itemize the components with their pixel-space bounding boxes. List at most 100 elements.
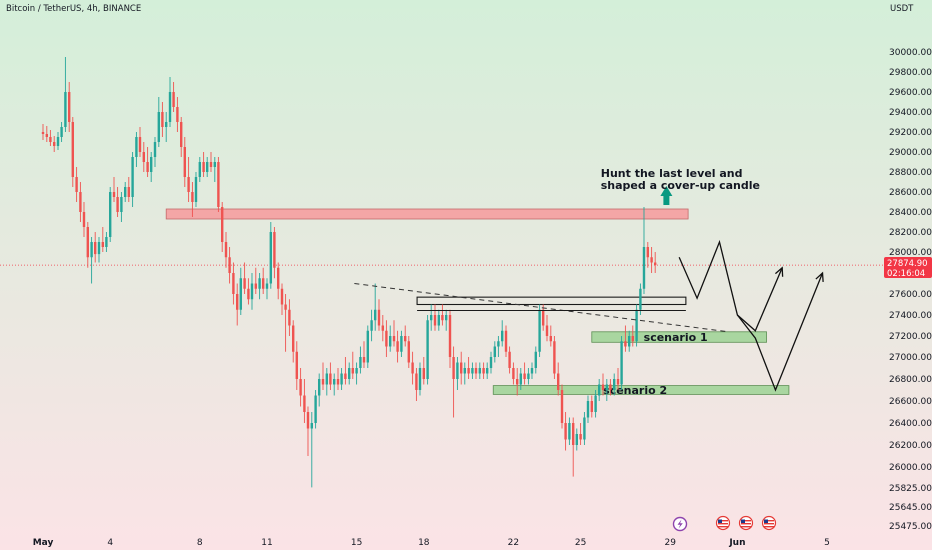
candle-body xyxy=(624,341,627,347)
candle-body xyxy=(642,247,646,289)
candle-body xyxy=(493,346,497,357)
candle-body xyxy=(463,368,466,374)
candle-body xyxy=(433,315,437,326)
annotation-text: shaped a cover-up candle xyxy=(601,179,760,192)
candle-body xyxy=(400,336,403,352)
price-axis[interactable]: 30000.00 29800.00 29600.00 29400.00 29200.00… xyxy=(889,48,932,532)
candle-body xyxy=(601,384,605,390)
last-price-badge: 27874.90 02:16:04 xyxy=(884,257,932,279)
candle-body xyxy=(575,434,578,445)
candle-body xyxy=(620,341,623,385)
candle-body xyxy=(329,373,332,385)
candle-body xyxy=(456,362,459,379)
candle-body xyxy=(628,336,631,347)
candle-body xyxy=(616,379,620,385)
candle-body xyxy=(445,315,448,321)
candle-body xyxy=(392,336,396,342)
candle-body xyxy=(273,232,276,268)
candle-body xyxy=(333,379,336,385)
scenario-2-zone xyxy=(492,385,790,395)
price-tick-label: 28200.00 xyxy=(889,228,932,238)
candle-body xyxy=(53,142,56,146)
candle-body xyxy=(314,395,317,423)
price-tick-label: 26600.00 xyxy=(889,397,932,407)
time-tick-label: 4 xyxy=(107,538,113,548)
candle-body xyxy=(277,267,280,289)
candle-body xyxy=(86,227,89,258)
candle-body xyxy=(534,351,537,368)
last-price-countdown: 02:16:04 xyxy=(887,269,925,279)
candle-body xyxy=(437,315,441,326)
price-tick-label: 30000.00 xyxy=(889,48,932,58)
lightning-event-icon[interactable] xyxy=(672,516,688,532)
us-flag-event-icon[interactable] xyxy=(738,515,754,531)
candle-body xyxy=(411,362,414,374)
candle-body xyxy=(183,147,186,177)
candle-body xyxy=(149,157,153,172)
candle-body xyxy=(467,368,470,374)
candle-body xyxy=(583,417,586,440)
candle-body xyxy=(340,373,343,385)
zones-layer: scenario 1 scenario 2 xyxy=(0,208,884,397)
candle-body xyxy=(228,257,231,273)
candle-body xyxy=(254,283,257,289)
candle-body xyxy=(284,304,287,310)
candle-body xyxy=(71,122,74,177)
candle-body xyxy=(415,373,418,390)
candle-body xyxy=(553,341,556,374)
candle-body xyxy=(112,192,116,197)
candle-body xyxy=(527,373,530,379)
us-flag-event-icon[interactable] xyxy=(761,515,777,531)
candle-body xyxy=(209,162,213,167)
candle-body xyxy=(344,373,347,379)
candle-body xyxy=(605,384,609,390)
event-icons[interactable] xyxy=(672,515,777,532)
candle-body xyxy=(292,325,295,352)
candle-body xyxy=(348,368,351,379)
us-flag-event-icon[interactable] xyxy=(715,515,731,531)
candle-body xyxy=(172,92,175,107)
candle-body xyxy=(105,237,108,247)
candle-body xyxy=(93,242,97,255)
candle-body xyxy=(194,177,198,202)
candle-body xyxy=(366,330,369,363)
time-tick-label: 18 xyxy=(418,538,430,548)
candle-body xyxy=(79,192,82,212)
candle-body xyxy=(541,309,545,326)
candle-body xyxy=(635,309,638,342)
drawings-layer xyxy=(354,186,824,392)
candle-body xyxy=(243,278,246,289)
candle-body xyxy=(549,336,553,342)
time-axis[interactable]: May 4 8 11 15 18 22 25 29 Jun 5 xyxy=(33,538,830,548)
candle-body xyxy=(560,390,564,423)
price-tick-label: 28800.00 xyxy=(889,168,932,178)
candle-body xyxy=(239,278,242,310)
symbol-title: Bitcoin / TetherUS, 4h, BINANCE xyxy=(6,4,141,14)
candle-body xyxy=(224,242,228,258)
candle-body xyxy=(138,137,142,152)
candle-body xyxy=(613,379,616,390)
projection-path xyxy=(678,239,783,332)
candle-body xyxy=(385,330,388,347)
candle-body xyxy=(97,242,101,255)
candle-body xyxy=(258,278,261,289)
resistance-zone xyxy=(165,208,689,220)
candle-body xyxy=(370,320,373,331)
candle-body xyxy=(321,379,325,385)
candle-body xyxy=(250,283,254,300)
candle-body xyxy=(501,330,504,342)
candle-body xyxy=(594,395,597,412)
candle-body xyxy=(452,357,455,379)
candle-body xyxy=(41,132,45,134)
projection-arrowhead xyxy=(774,266,784,277)
candle-body xyxy=(124,187,127,197)
candle-body xyxy=(485,368,489,374)
candle-body xyxy=(653,262,657,266)
candle-body xyxy=(512,368,515,379)
candle-body xyxy=(288,309,291,326)
candle-body xyxy=(116,197,119,212)
candle-body xyxy=(191,192,194,202)
price-tick-label: 27200.00 xyxy=(889,332,932,342)
time-tick-label: Jun xyxy=(728,538,745,548)
candle-body xyxy=(325,373,329,385)
